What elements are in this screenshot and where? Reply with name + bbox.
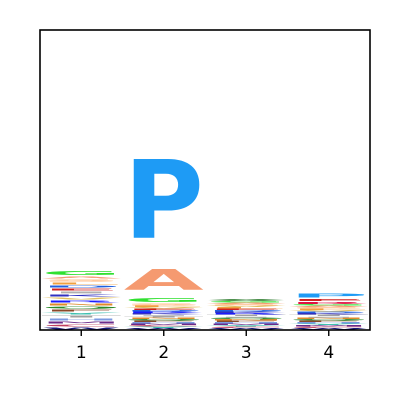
logo-letter-f-pos2: F: [124, 321, 204, 323]
logo-letter-k-pos3: K: [206, 312, 287, 313]
logo-letter-g-pos3: G: [206, 302, 286, 303]
x-tick-label: 2: [158, 343, 169, 363]
logo-letter-x-pos3: X: [206, 299, 286, 302]
logo-letter-y-pos3: Y: [206, 326, 287, 327]
logo-letter-d-pos1: D: [41, 285, 121, 288]
x-axis-ticks: 1 2 3 4: [76, 330, 334, 363]
logo-letter-e-pos3: E: [206, 309, 286, 311]
logo-letter-q-pos3: Q: [206, 318, 286, 320]
logo-letter-i-pos4: I: [289, 317, 369, 318]
logo-letter-g-pos2: G: [124, 297, 204, 303]
logo-letter-l-pos2: L: [124, 306, 204, 307]
logo-letter-l-pos4: L: [289, 309, 369, 310]
logo-letter-n-pos2: N: [124, 318, 204, 319]
plot-frame: [39, 29, 371, 331]
logo-letter-k-pos2: K: [124, 314, 205, 315]
logo-letter-w-pos1: W: [41, 327, 121, 330]
logo-letter-i-pos1: I: [41, 291, 121, 294]
logo-letter-f-pos3: F: [206, 321, 286, 323]
logo-letter-c-pos2: C: [124, 326, 204, 327]
logo-letter-f-pos4: F: [289, 321, 369, 323]
logo-letter-l-pos1: L: [41, 282, 121, 285]
logo-letter-a-pos2: A: [124, 264, 204, 297]
logo-letter-v-pos3: V: [206, 306, 287, 307]
logo-letter-m-pos2: M: [124, 324, 204, 325]
logo-letter-p-pos4: P: [289, 293, 369, 299]
logo-letter-f-pos1: F: [41, 309, 121, 312]
logo-letter-t-pos1: T: [41, 315, 122, 318]
logo-letter-h-pos4: H: [289, 322, 369, 323]
logo-letter-t-pos3: T: [206, 315, 287, 316]
logo-letter-q-pos1: Q: [41, 306, 121, 309]
logo-letter-y-pos2: Y: [123, 327, 204, 328]
x-tick-label: 4: [323, 343, 334, 363]
logo-letter-h-pos1: H: [41, 318, 121, 321]
logo-letter-e-pos1: E: [41, 288, 121, 291]
logo-letter-v-pos4: V: [289, 311, 370, 312]
logo-letter-r-pos2: R: [124, 312, 204, 313]
x-tick-label: 1: [76, 343, 87, 363]
logo-letter-i-pos3: I: [206, 317, 286, 318]
logo-letter-r-pos4: R: [289, 302, 369, 305]
logo-letter-m-pos4: M: [289, 326, 369, 327]
logo-letter-t-pos2: T: [124, 317, 205, 318]
logo-letter-c-pos3: C: [206, 327, 286, 328]
logo-letter-n-pos1: N: [41, 303, 121, 306]
logo-letter-s-pos4: S: [289, 308, 369, 310]
logo-letter-a-pos3: A: [206, 303, 287, 304]
logo-letter-k-pos4: K: [289, 314, 370, 315]
logo-letter-e-pos2: E: [124, 309, 204, 311]
logo-letter-s-pos1: S: [41, 279, 121, 282]
logo-letter-g-pos1: G: [41, 270, 121, 276]
logo-letter-m-pos1: M: [41, 321, 121, 324]
logo-letter-r-pos3: R: [206, 314, 286, 315]
logo-letter-c-pos4: C: [289, 327, 369, 328]
logo-letter-m-pos3: M: [206, 324, 286, 325]
logo-letter-d-pos3: D: [206, 311, 286, 312]
logo-letter-d-pos4: D: [289, 312, 369, 313]
logo-letter-a-pos4: A: [289, 306, 370, 307]
logo-letter-y-pos4: Y: [288, 324, 369, 325]
logo-letter-p-pos2: P: [124, 138, 204, 264]
logo-letter-a-pos1: A: [41, 276, 122, 279]
logo-letter-c-pos1: C: [41, 324, 121, 327]
x-tick-label: 3: [241, 343, 252, 363]
logo-letter-h-pos3: H: [206, 322, 286, 323]
logo-letter-v-pos2: V: [124, 308, 205, 309]
logo-letter-y-pos1: Y: [41, 312, 122, 315]
logo-letter-l-pos3: L: [206, 308, 286, 309]
logo-letter-s-pos3: S: [206, 305, 286, 307]
letter-stacks: WCMHTYFQNRVKIEDLSAGWYCMHFQNTIKRDEVLSGAPW…: [41, 138, 369, 330]
logo-letter-q-pos4: Q: [289, 319, 369, 321]
logo-letter-g-pos4: G: [289, 305, 369, 306]
logo-letter-q-pos2: Q: [124, 319, 204, 321]
logo-letter-i-pos2: I: [124, 315, 204, 316]
logo-letter-d-pos2: D: [124, 311, 204, 312]
logo-letter-t-pos4: T: [289, 315, 370, 316]
logo-letter-n-pos4: N: [289, 318, 369, 319]
logo-letter-k-pos1: K: [41, 294, 122, 297]
logo-letter-v-pos1: V: [41, 297, 122, 300]
logo-letter-n-pos3: N: [206, 319, 286, 320]
logo-letter-h-pos2: H: [124, 322, 204, 323]
logo-letter-e-pos4: E: [289, 299, 369, 302]
logo-letter-r-pos1: R: [41, 300, 121, 303]
logo-letter-s-pos2: S: [124, 303, 204, 306]
